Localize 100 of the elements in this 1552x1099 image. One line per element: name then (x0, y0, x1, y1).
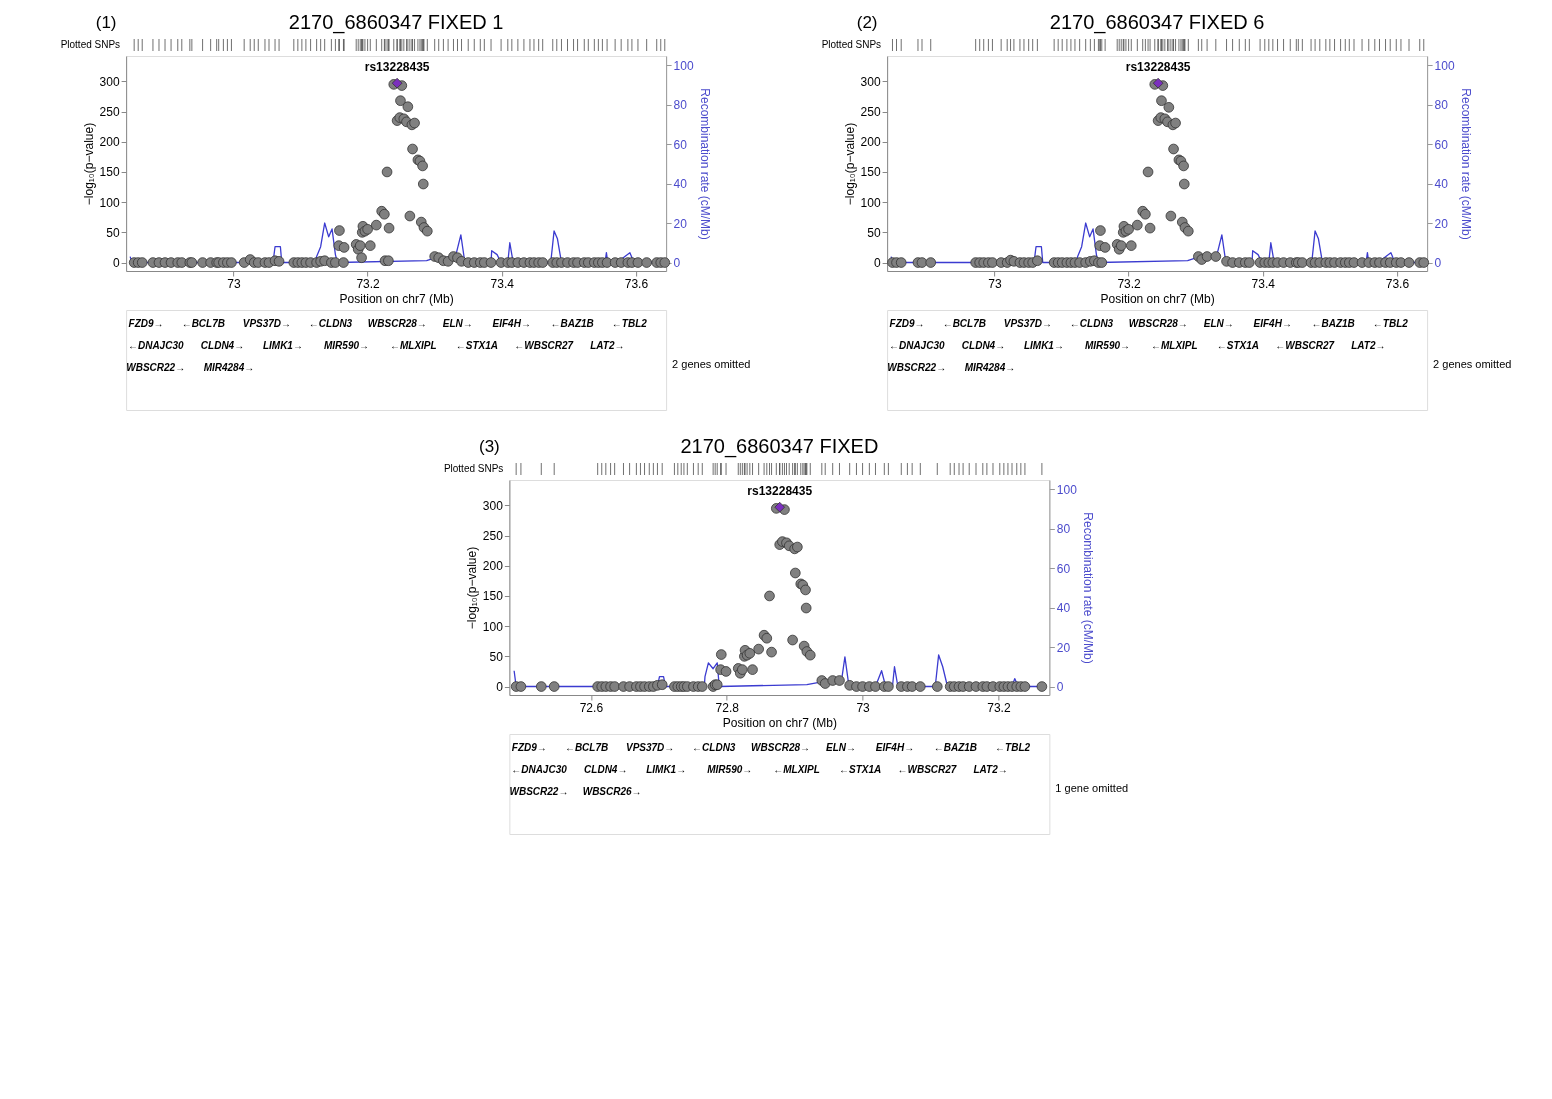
y-tick-label: 300 (482, 498, 504, 513)
text: VPS37D→ (1003, 318, 1053, 329)
text: MIR4284→ (964, 362, 1016, 373)
text: LAT2→ (973, 764, 1008, 775)
y2-axis-title: Recombination rate (cM/Mb) (1458, 88, 1473, 240)
text: ←BCL7B (181, 318, 225, 329)
text: ←WBSCR27 (514, 340, 574, 351)
text: ←TBL2 (1372, 318, 1409, 329)
text: MIR590→ (324, 340, 370, 351)
text: (1) (95, 13, 117, 32)
text: CLDN4→ (200, 340, 245, 351)
text: MIR590→ (707, 764, 753, 775)
y-tick-label: 300 (99, 74, 120, 89)
y2-tick-label: 0 (1434, 256, 1442, 271)
text: WBSCR22→ (887, 362, 947, 373)
text: MIR4284→ (203, 362, 255, 373)
y-tick-label: 0 (112, 256, 120, 271)
y2-tick-label: 100 (1434, 58, 1455, 73)
x-tick-label: 73.6 (624, 276, 649, 291)
text: WBSCR28→ (1128, 318, 1188, 329)
y-tick-label: 250 (860, 105, 881, 120)
text: WBSCR26→ (582, 786, 642, 797)
y2-tick-label: 40 (1056, 601, 1071, 616)
text: LIMK1→ (646, 764, 687, 775)
y2-tick-label: 0 (673, 256, 681, 271)
text: WBSCR22→ (126, 362, 186, 373)
y-axis-title: −log₁₀(p−value) (842, 122, 857, 206)
y2-tick-label: 60 (1434, 137, 1449, 152)
y2-tick-label: 80 (673, 98, 688, 113)
y2-tick-label: 40 (673, 177, 688, 192)
annotation: rs13228435 (364, 60, 430, 75)
y2-tick-label: 100 (1056, 482, 1078, 497)
x-tick-label: 73.2 (356, 276, 381, 291)
y2-tick-label: 80 (1434, 98, 1449, 113)
y-tick-label: 100 (99, 195, 120, 210)
text: Plotted SNPs (821, 39, 882, 50)
y-tick-label: 50 (489, 649, 504, 664)
text: CLDN4→ (584, 764, 628, 775)
y2-tick-label: 80 (1056, 522, 1071, 537)
text: ←CLDN3 (308, 318, 353, 329)
text: WBSCR28→ (751, 742, 811, 753)
text: EIF4H→ (1253, 318, 1292, 329)
text: FZD9→ (889, 318, 925, 329)
y-axis-title: −log₁₀(p−value) (81, 122, 96, 206)
text: ←MLXIPL (1150, 340, 1198, 351)
y2-tick-label: 40 (1434, 177, 1449, 192)
text: ←STX1A (1216, 340, 1260, 351)
y-tick-label: 150 (99, 165, 120, 180)
text: ←WBSCR27 (1275, 340, 1335, 351)
y-tick-label: 100 (860, 195, 881, 210)
x-tick-label: 73.2 (987, 700, 1011, 715)
y-tick-label: 100 (482, 619, 504, 634)
text: ←BAZ1B (1311, 318, 1355, 329)
text: LIMK1→ (1023, 340, 1064, 351)
text: WBSCR22→ (509, 786, 569, 797)
x-tick-label: 72.6 (579, 700, 604, 715)
text: ←BAZ1B (550, 318, 594, 329)
x-tick-label: 73 (227, 276, 241, 291)
y-tick-label: 200 (482, 559, 504, 574)
y-tick-label: 150 (860, 165, 881, 180)
chart-title: 2170_6860347 FIXED 1 (288, 11, 504, 34)
text: LAT2→ (590, 340, 625, 351)
y-tick-label: 150 (482, 589, 504, 604)
text: ←MLXIPL (773, 764, 820, 775)
annotation: rs13228435 (747, 484, 813, 499)
text: WBSCR28→ (367, 318, 427, 329)
y-axis-title: −log₁₀(p−value) (464, 546, 479, 630)
text: ←MLXIPL (389, 340, 437, 351)
text: ←BCL7B (942, 318, 986, 329)
y2-tick-label: 20 (1056, 640, 1071, 655)
y2-axis-title: Recombination rate (cM/Mb) (697, 88, 712, 240)
annotation: rs13228435 (1125, 60, 1191, 75)
text: Plotted SNPs (60, 39, 121, 50)
text: ←TBL2 (995, 742, 1031, 753)
text: (2) (856, 13, 878, 32)
text: 2 genes omitted (1433, 358, 1512, 370)
text: CLDN4→ (961, 340, 1006, 351)
text: ←CLDN3 (692, 742, 736, 753)
y2-tick-label: 20 (673, 216, 688, 231)
y-tick-label: 250 (99, 105, 120, 120)
text: VPS37D→ (625, 742, 675, 753)
y-tick-label: 0 (496, 680, 504, 695)
chart-title: 2170_6860347 FIXED (680, 435, 879, 458)
y2-tick-label: 20 (1434, 216, 1449, 231)
y-tick-label: 250 (482, 529, 504, 544)
text: ←DNAJC30 (127, 340, 184, 351)
text: ←STX1A (455, 340, 499, 351)
text: ←BAZ1B (933, 742, 978, 753)
y-tick-label: 50 (106, 225, 120, 240)
text: EIF4H→ (875, 742, 915, 753)
text: MIR590→ (1085, 340, 1131, 351)
x-axis-title: Position on chr7 (Mb) (722, 715, 837, 730)
text: Plotted SNPs (443, 463, 504, 474)
x-tick-label: 73 (988, 276, 1002, 291)
text: ELN→ (825, 742, 856, 753)
text: 1 gene omitted (1055, 782, 1129, 794)
y2-tick-label: 100 (673, 58, 694, 73)
y2-tick-label: 60 (1056, 561, 1071, 576)
y-tick-label: 300 (860, 74, 881, 89)
y-tick-label: 200 (99, 135, 120, 150)
